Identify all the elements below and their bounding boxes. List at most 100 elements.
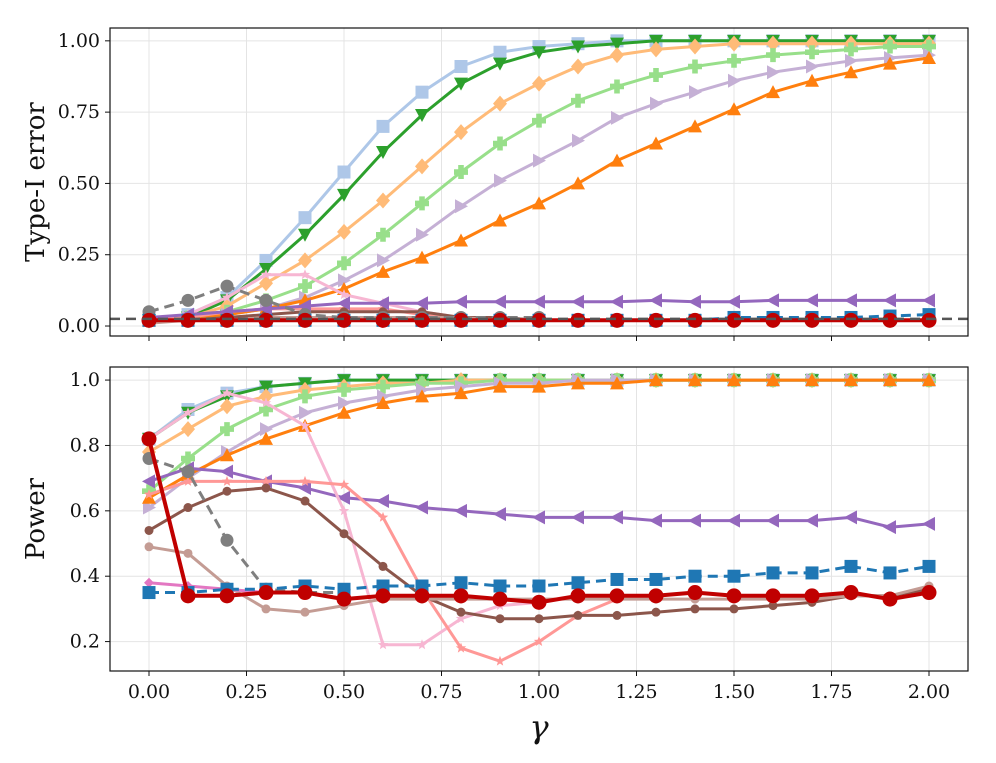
data-point bbox=[338, 505, 350, 516]
data-point bbox=[260, 422, 273, 437]
data-point bbox=[258, 585, 274, 601]
data-point bbox=[843, 312, 859, 328]
power-panel: 0.2 0.4 0.6 0.8 1.0 0.00 0.25 0.50 0.75 1.00 1.25 1… bbox=[21, 366, 969, 746]
data-point bbox=[181, 465, 195, 479]
data-point bbox=[571, 510, 584, 525]
data-point bbox=[181, 421, 195, 438]
data-point bbox=[571, 176, 585, 190]
data-point bbox=[258, 312, 274, 328]
data-point bbox=[493, 57, 507, 71]
data-point bbox=[141, 431, 157, 447]
data-point bbox=[300, 607, 310, 617]
data-point bbox=[766, 566, 780, 580]
series-line bbox=[148, 284, 539, 319]
data-point bbox=[648, 588, 664, 604]
data-point bbox=[531, 594, 547, 610]
x-tick-label: 0.50 bbox=[323, 681, 365, 703]
data-point bbox=[688, 373, 702, 387]
data-point bbox=[495, 614, 505, 624]
data-point bbox=[259, 431, 273, 445]
data-point bbox=[221, 387, 233, 398]
data-point bbox=[727, 569, 741, 583]
data-point bbox=[337, 296, 350, 311]
data-point bbox=[454, 503, 467, 518]
data-point bbox=[921, 585, 937, 601]
data-point bbox=[144, 577, 154, 588]
data-point bbox=[259, 388, 273, 405]
data-point bbox=[493, 507, 506, 522]
data-point bbox=[766, 48, 780, 63]
data-point bbox=[728, 73, 741, 88]
data-point bbox=[727, 373, 741, 387]
y-axis-label: Type-I error bbox=[21, 102, 51, 262]
data-point bbox=[532, 510, 545, 525]
data-point bbox=[219, 312, 235, 328]
data-point bbox=[142, 586, 156, 600]
data-point bbox=[765, 312, 781, 328]
data-point bbox=[337, 490, 350, 505]
data-point bbox=[298, 211, 312, 225]
data-point bbox=[571, 376, 585, 390]
data-point bbox=[338, 479, 350, 490]
data-point bbox=[259, 293, 273, 307]
data-point bbox=[299, 405, 312, 420]
data-point bbox=[571, 93, 585, 108]
data-point bbox=[844, 559, 858, 573]
data-point bbox=[415, 158, 429, 175]
data-point bbox=[377, 511, 389, 522]
data-point bbox=[143, 489, 155, 499]
data-point bbox=[493, 45, 507, 59]
y-tick-label: 0.00 bbox=[58, 315, 100, 337]
data-point bbox=[805, 45, 819, 60]
data-point bbox=[376, 296, 389, 311]
data-point bbox=[376, 192, 390, 209]
data-point bbox=[299, 420, 311, 431]
y-tick-label: 1.0 bbox=[70, 369, 100, 391]
data-point bbox=[493, 95, 507, 112]
data-point bbox=[183, 548, 193, 558]
data-point bbox=[883, 293, 896, 308]
data-point bbox=[492, 312, 508, 328]
data-point bbox=[415, 108, 429, 122]
data-point bbox=[259, 380, 273, 394]
data-point bbox=[336, 312, 352, 328]
x-axis-label: γ bbox=[529, 708, 549, 746]
y-tick-label: 1.00 bbox=[58, 30, 100, 52]
data-point bbox=[882, 312, 898, 328]
data-point bbox=[649, 136, 663, 150]
data-point bbox=[727, 53, 741, 68]
data-point bbox=[337, 188, 351, 202]
data-point bbox=[571, 294, 584, 309]
data-point bbox=[338, 273, 351, 288]
data-point bbox=[220, 533, 234, 547]
data-point bbox=[454, 294, 467, 309]
data-point bbox=[414, 588, 430, 604]
data-point bbox=[219, 588, 235, 604]
x-tick-label: 2.00 bbox=[908, 681, 950, 703]
data-point bbox=[649, 373, 663, 387]
data-point bbox=[727, 294, 740, 309]
data-point bbox=[376, 227, 391, 242]
data-point bbox=[337, 223, 351, 240]
data-point bbox=[768, 601, 778, 611]
data-point bbox=[180, 312, 196, 328]
data-point bbox=[532, 379, 546, 393]
data-point bbox=[220, 448, 234, 462]
data-point bbox=[688, 569, 702, 583]
data-point bbox=[805, 35, 819, 52]
data-point bbox=[455, 379, 468, 394]
data-point bbox=[260, 397, 272, 408]
data-point bbox=[612, 610, 622, 620]
data-point bbox=[455, 613, 467, 624]
y-axis-label: Power bbox=[21, 477, 51, 560]
data-point bbox=[687, 585, 703, 601]
data-point bbox=[180, 588, 196, 604]
panel-frame bbox=[109, 366, 969, 672]
data-point bbox=[688, 119, 702, 133]
data-point bbox=[259, 275, 273, 292]
data-point bbox=[532, 294, 545, 309]
data-point bbox=[454, 165, 469, 180]
data-point bbox=[183, 503, 193, 513]
data-point bbox=[726, 588, 742, 604]
data-point bbox=[844, 65, 858, 79]
